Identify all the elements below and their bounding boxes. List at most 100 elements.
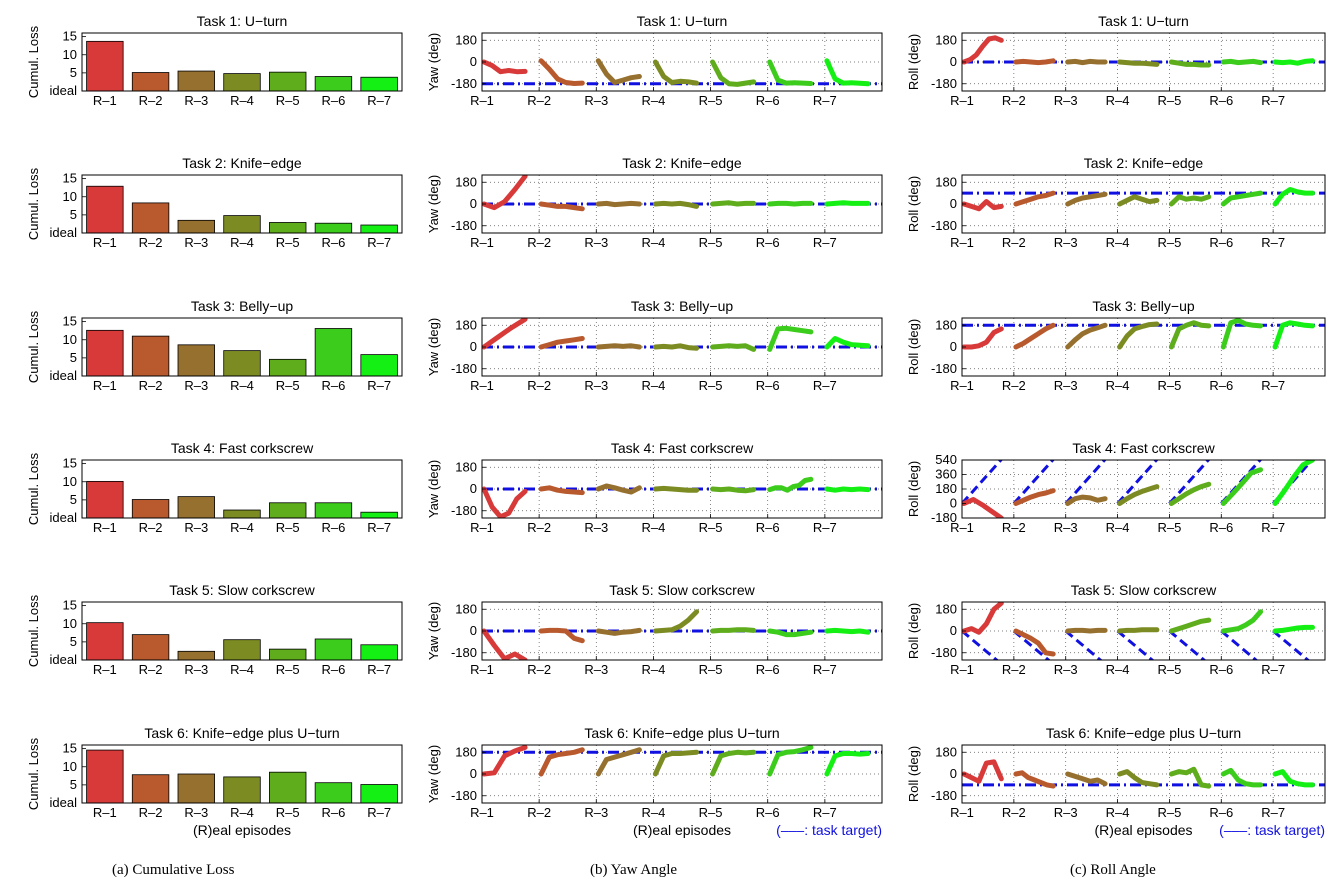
y-tick-label: 10 — [63, 189, 77, 204]
y-tick-label: 10 — [63, 474, 77, 489]
bar-5 — [269, 771, 307, 804]
bar-1 — [86, 749, 124, 804]
y-tick-label: -180 — [451, 503, 477, 518]
x-tick-label: R–2 — [139, 378, 163, 393]
y-axis-label: Cumul. Loss — [26, 25, 41, 98]
x-tick-label: R–1 — [470, 235, 494, 250]
x-tick-label: R–4 — [230, 235, 254, 250]
x-tick-label: R–2 — [139, 520, 163, 535]
y-axis-label: Yaw (deg) — [426, 33, 441, 91]
bar-5 — [269, 222, 307, 234]
plot-area — [962, 187, 1325, 212]
chart-title: Task 1: U−turn — [197, 13, 288, 29]
bar-1 — [86, 185, 124, 234]
axes-frame — [961, 32, 1326, 92]
axes-frame — [961, 317, 1326, 377]
x-tick-label: R–6 — [321, 235, 345, 250]
x-tick-label: R–6 — [321, 378, 345, 393]
y-axis-label: Cumul. Loss — [26, 452, 41, 525]
chart-title: Task 4: Fast corkscrew — [611, 440, 754, 456]
x-tick-label: R–1 — [950, 520, 974, 535]
episode-series-4 — [1117, 484, 1160, 506]
episode-series-7 — [824, 486, 871, 493]
bar-3 — [177, 70, 215, 92]
task-target-line — [962, 629, 999, 660]
roll-chart-task-3: Task 3: Belly−up Roll (deg) 180 0 -180 R–1 R–2… — [906, 298, 1326, 393]
x-tick-label: R–3 — [184, 520, 208, 535]
chart-title: Task 6: Knife−edge plus U−turn — [584, 725, 779, 741]
loss-chart-task-2: Task 2: Knife−edge Cumul. Loss R–1 R–2 R–3 R–… — [26, 155, 403, 250]
y-tick-label: ideal — [50, 225, 78, 240]
episode-series-6 — [767, 59, 814, 86]
x-tick-label: R–1 — [93, 662, 117, 677]
plot-area — [482, 175, 882, 212]
task-target-line — [1116, 629, 1155, 660]
episode-series-6 — [767, 325, 814, 352]
episode-series-2 — [1013, 322, 1056, 350]
episode-series-7 — [824, 627, 871, 635]
episode-series-7 — [824, 336, 871, 350]
roll-chart-task-4: Task 4: Fast corkscrew Roll (deg) 54036018… — [906, 440, 1326, 535]
y-tick-label: 180 — [935, 174, 957, 189]
episode-series-4 — [1117, 194, 1160, 207]
x-tick-label: R–2 — [527, 662, 551, 677]
y-axis-label: Cumul. Loss — [26, 310, 41, 383]
episode-series-5 — [710, 627, 757, 634]
y-tick-label: 15 — [63, 29, 77, 44]
task-target-legend: (–––: task target) — [1219, 822, 1325, 838]
y-tick-label: 0 — [950, 766, 957, 781]
x-tick-label: R–1 — [470, 93, 494, 108]
episode-series-1 — [962, 326, 1004, 350]
episode-series-1 — [482, 628, 528, 660]
y-axis-label: Yaw (deg) — [426, 175, 441, 233]
y-tick-label: 10 — [63, 332, 77, 347]
episode-series-2 — [538, 58, 585, 86]
x-tick-label: R–2 — [527, 93, 551, 108]
y-tick-label: 15 — [63, 456, 77, 471]
x-tick-label: R–7 — [813, 805, 837, 820]
y-tick-label: ideal — [50, 652, 78, 667]
episode-series-6 — [767, 628, 814, 638]
x-tick-label: R–4 — [1106, 520, 1130, 535]
chart-title: Task 4: Fast corkscrew — [171, 440, 314, 456]
bar-2 — [131, 774, 170, 804]
y-axis-label: Cumul. Loss — [26, 594, 41, 667]
x-tick-label: R–7 — [1261, 662, 1285, 677]
x-tick-label: R–7 — [813, 520, 837, 535]
y-tick-label: 10 — [63, 759, 77, 774]
x-tick-label: R–6 — [756, 378, 780, 393]
episode-series-3 — [595, 483, 642, 495]
y-tick-label: -180 — [451, 788, 477, 803]
x-tick-label: R–7 — [813, 662, 837, 677]
x-tick-label: R–2 — [1002, 235, 1026, 250]
x-tick-label: R–5 — [1157, 805, 1181, 820]
episode-series-7 — [824, 200, 871, 207]
x-tick-label: R–3 — [1054, 662, 1078, 677]
bar-4 — [223, 73, 261, 92]
bar-4 — [223, 350, 261, 377]
bar-2 — [131, 72, 170, 92]
x-tick-label: R–5 — [699, 662, 723, 677]
x-tick-label: R–1 — [93, 93, 117, 108]
episode-series-5 — [1168, 766, 1212, 789]
x-tick-label: R–4 — [641, 520, 665, 535]
x-tick-label: R–2 — [1002, 378, 1026, 393]
y-tick-label: ideal — [50, 510, 78, 525]
x-tick-label: R–7 — [367, 93, 391, 108]
plot-area — [962, 759, 1325, 789]
roll-chart-task-5: Task 5: Slow corkscrew Roll (deg) 180 0 -180… — [906, 582, 1326, 677]
x-tick-label: R–3 — [1054, 805, 1078, 820]
x-axis-label: (R)eal episodes — [1094, 822, 1192, 838]
loss-chart-task-5: Task 5: Slow corkscrew Cumul. Loss R–1 R–2 R… — [26, 582, 403, 677]
bar-7 — [360, 644, 398, 661]
episode-series-1 — [482, 486, 528, 518]
x-tick-label: R–3 — [584, 662, 608, 677]
episode-series-4 — [652, 59, 700, 86]
y-axis-label: Roll (deg) — [906, 176, 921, 232]
x-tick-label: R–1 — [470, 805, 494, 820]
task-target-legend: (–––: task target) — [776, 822, 882, 838]
bar-6 — [314, 502, 353, 519]
y-tick-label: 15 — [63, 741, 77, 756]
task-target-line — [1220, 629, 1259, 660]
x-tick-label: R–3 — [1054, 235, 1078, 250]
